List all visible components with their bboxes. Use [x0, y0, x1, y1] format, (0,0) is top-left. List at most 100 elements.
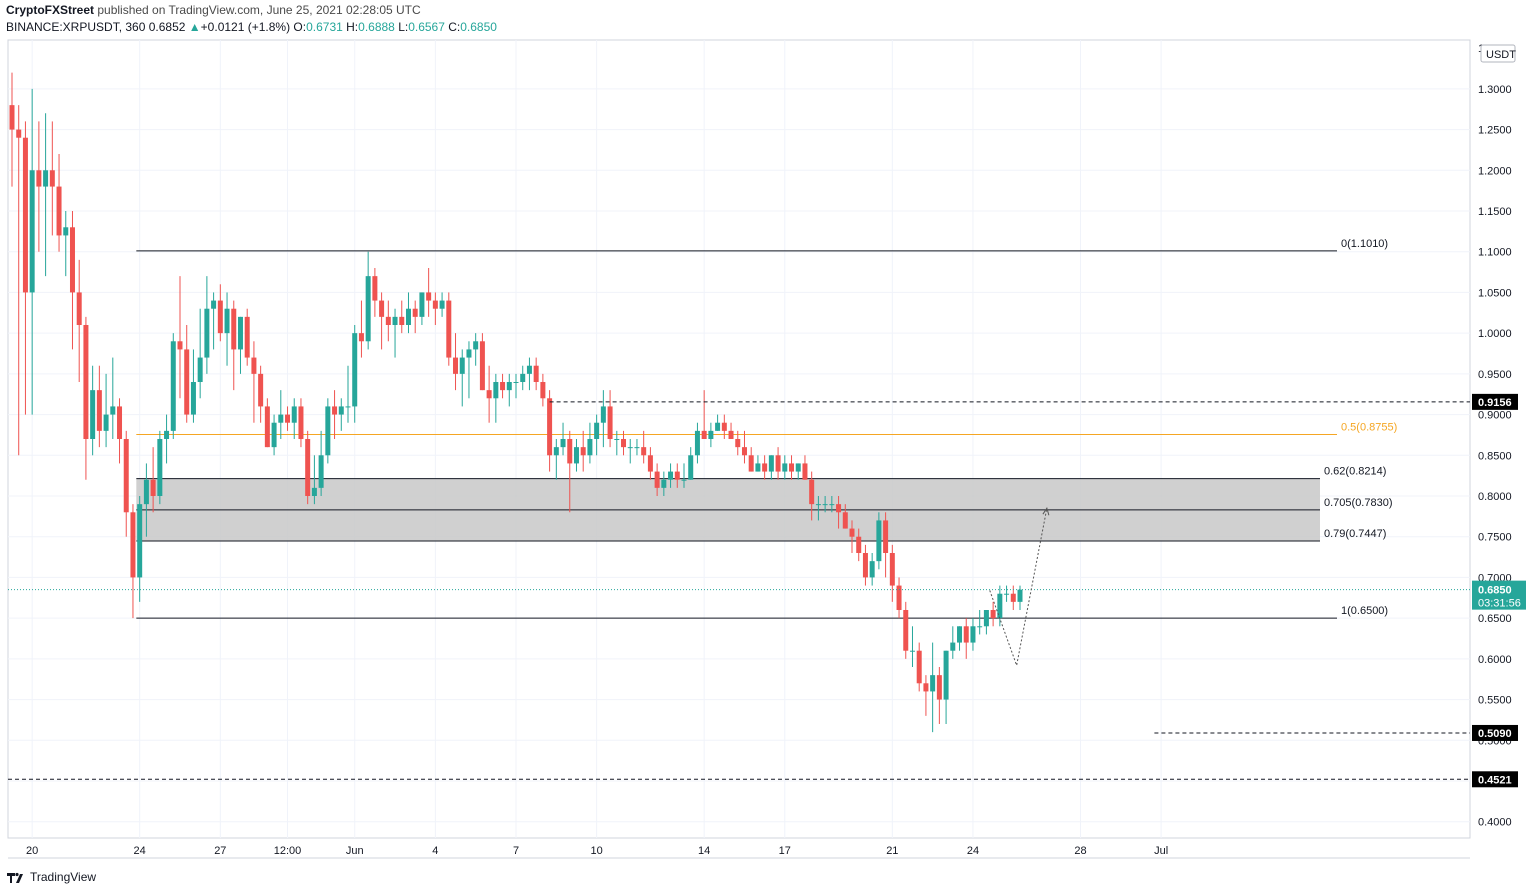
candle-body: [580, 447, 586, 456]
price-axis-label: 0.9000: [1478, 410, 1512, 422]
candle-body: [170, 341, 176, 431]
candle-body: [251, 357, 257, 374]
countdown-label: 03:31:56: [1478, 598, 1521, 610]
candle-body: [385, 316, 391, 325]
candle-body: [627, 447, 633, 449]
candle-body: [594, 422, 600, 439]
candle-body: [983, 610, 989, 627]
candle-body: [311, 487, 317, 496]
candle-body: [829, 504, 835, 506]
candle-body: [842, 512, 848, 529]
candle-body: [782, 463, 788, 472]
candle-body: [903, 610, 909, 651]
candle-body: [291, 406, 297, 423]
candle-body: [614, 439, 620, 440]
candle-body: [957, 626, 963, 643]
candle-body: [634, 447, 640, 449]
candle-body: [520, 373, 526, 382]
candle-body: [553, 447, 559, 456]
candle-body: [701, 430, 707, 439]
candle-body: [741, 447, 747, 456]
last-value: 0.6852: [148, 20, 186, 34]
fib-level-label: 0.62(0.8214): [1324, 466, 1386, 478]
price-axis-label: 1.0500: [1478, 287, 1512, 299]
candle-body: [338, 406, 344, 415]
candle-body: [76, 292, 82, 325]
time-axis-label: 7: [513, 845, 519, 857]
level-tag: [1472, 393, 1518, 410]
candle-body: [795, 463, 801, 472]
candle-body: [641, 447, 647, 456]
candle-body: [49, 170, 55, 187]
time-axis-label: 14: [698, 845, 710, 857]
candle-body: [103, 414, 109, 431]
candle-body: [224, 308, 230, 334]
candle-body: [721, 422, 727, 431]
candle-body: [694, 430, 700, 456]
high-label: H:: [346, 20, 359, 34]
candle-body: [607, 406, 613, 439]
candle-body: [264, 406, 270, 448]
candle-body: [258, 373, 264, 407]
candle-body: [762, 463, 768, 472]
candle-body: [587, 439, 593, 456]
candle-body: [22, 137, 28, 293]
candle-body: [36, 170, 42, 187]
candle-body: [681, 479, 687, 481]
level-tag-label: 0.4521: [1478, 774, 1512, 786]
currency-badge[interactable]: [1480, 44, 1516, 63]
ohlc-line: BINANCE:XRPUSDT, 360 0.6852 ▲+0.0121 (+1…: [6, 19, 497, 36]
price-axis-label: 0.7500: [1478, 532, 1512, 544]
publisher-name[interactable]: CryptoFXStreet: [6, 3, 95, 17]
candle-body: [802, 463, 808, 480]
candle-body: [560, 439, 566, 448]
candle-body: [849, 528, 855, 537]
time-axis-label: 28: [1074, 845, 1086, 857]
candle-body: [970, 626, 976, 643]
candle-body: [708, 430, 714, 439]
candle-body: [231, 308, 237, 350]
time-axis-label: Jul: [1154, 845, 1168, 857]
candle-body: [856, 536, 862, 553]
candle-body: [83, 325, 89, 439]
candle-body: [150, 479, 156, 496]
candle-body: [244, 316, 250, 358]
level-tag-label: 0.9156: [1478, 397, 1512, 409]
candle-body: [600, 406, 606, 423]
candle-body: [184, 349, 190, 415]
low-value: 0.6567: [408, 20, 445, 34]
candle-body: [29, 170, 35, 293]
open-value: 0.6731: [306, 20, 343, 34]
time-axis-label: 12:00: [274, 845, 302, 857]
candle-body: [453, 357, 459, 374]
footer-brand[interactable]: TradingView: [30, 870, 97, 884]
candle-body: [715, 422, 721, 431]
candle-body: [789, 463, 795, 472]
candle-body: [204, 308, 210, 358]
candle-body: [392, 316, 398, 325]
change-value: +0.0121 (+1.8%): [200, 20, 291, 34]
candle-body: [513, 382, 519, 383]
candle-body: [567, 439, 573, 464]
candle-body: [110, 406, 116, 415]
candle-body: [379, 300, 385, 317]
change-arrow-icon: ▲: [188, 20, 201, 34]
candle-body: [432, 300, 438, 309]
candle-body: [157, 439, 163, 496]
candle-body: [500, 382, 506, 391]
candle-body: [1004, 593, 1010, 595]
candle-body: [889, 553, 895, 586]
candle-body: [943, 650, 949, 700]
candle-body: [43, 170, 49, 187]
candle-body: [412, 308, 418, 317]
tradingview-logo-icon: [7, 872, 23, 883]
footer: TradingView: [6, 870, 96, 884]
candle-body: [997, 593, 1003, 619]
low-label: L:: [398, 20, 409, 34]
candle-body: [1017, 589, 1023, 602]
candle-body: [318, 455, 324, 488]
symbol-label[interactable]: BINANCE:XRPUSDT, 360: [6, 20, 146, 34]
candle-body: [748, 455, 754, 472]
time-axis-label: 24: [134, 845, 146, 857]
